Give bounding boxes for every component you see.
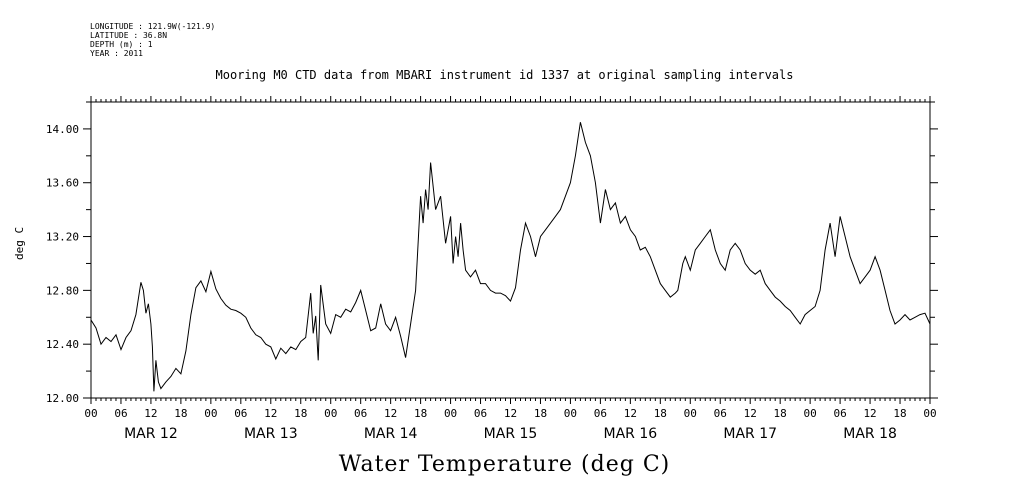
- x-tick-label: 18: [893, 407, 906, 420]
- x-tick-label: 06: [114, 407, 127, 420]
- x-day-label: MAR 14: [364, 426, 418, 442]
- x-tick-label: 12: [504, 407, 517, 420]
- x-day-label: MAR 15: [484, 426, 538, 442]
- x-tick-label: 18: [654, 407, 667, 420]
- series-line: [90, 122, 931, 392]
- y-tick-label: 12.80: [46, 284, 79, 297]
- y-tick-label: 13.60: [46, 177, 79, 190]
- x-tick-label: 06: [234, 407, 247, 420]
- x-tick-label: 18: [774, 407, 787, 420]
- x-tick-label: 12: [264, 407, 277, 420]
- x-tick-label: 18: [534, 407, 547, 420]
- x-tick-label: 00: [84, 407, 97, 420]
- x-day-label: MAR 12: [124, 426, 178, 442]
- chart-title: Mooring M0 CTD data from MBARI instrumen…: [215, 68, 794, 82]
- x-tick-label: 12: [384, 407, 397, 420]
- x-day-label: MAR 13: [244, 426, 298, 442]
- x-tick-label: 00: [324, 407, 337, 420]
- x-axis-label: Water Temperature (deg C): [338, 452, 671, 477]
- x-day-label: MAR 16: [604, 426, 658, 442]
- x-tick-label: 18: [174, 407, 187, 420]
- y-tick-label: 14.00: [46, 123, 79, 136]
- x-tick-label: 12: [863, 407, 876, 420]
- x-tick-label: 12: [744, 407, 757, 420]
- x-tick-label: 00: [804, 407, 817, 420]
- year-label: YEAR : 2011: [90, 49, 143, 58]
- x-tick-label: 00: [684, 407, 697, 420]
- x-tick-label: 00: [923, 407, 936, 420]
- x-tick-label: 18: [414, 407, 427, 420]
- x-tick-label: 06: [833, 407, 846, 420]
- x-tick-label: 12: [624, 407, 637, 420]
- plot-frame: [90, 101, 931, 399]
- longitude-label: LONGITUDE : 121.9W(-121.9): [90, 22, 216, 31]
- x-tick-label: 06: [594, 407, 607, 420]
- depth-label: DEPTH (m) : 1: [90, 40, 153, 49]
- y-tick-label: 13.20: [46, 231, 79, 244]
- x-tick-label: 06: [714, 407, 727, 420]
- x-tick-label: 18: [294, 407, 307, 420]
- x-day-label: MAR 18: [843, 426, 897, 442]
- y-tick-label: 12.40: [46, 338, 79, 351]
- latitude-label: LATITUDE : 36.8N: [90, 31, 168, 40]
- x-tick-label: 06: [474, 407, 487, 420]
- y-tick-label: 12.00: [46, 392, 79, 405]
- x-tick-label: 06: [354, 407, 367, 420]
- x-tick-label: 00: [444, 407, 457, 420]
- x-day-label: MAR 17: [723, 426, 777, 442]
- x-tick-label: 00: [204, 407, 217, 420]
- x-tick-label: 00: [564, 407, 577, 420]
- x-tick-label: 12: [144, 407, 157, 420]
